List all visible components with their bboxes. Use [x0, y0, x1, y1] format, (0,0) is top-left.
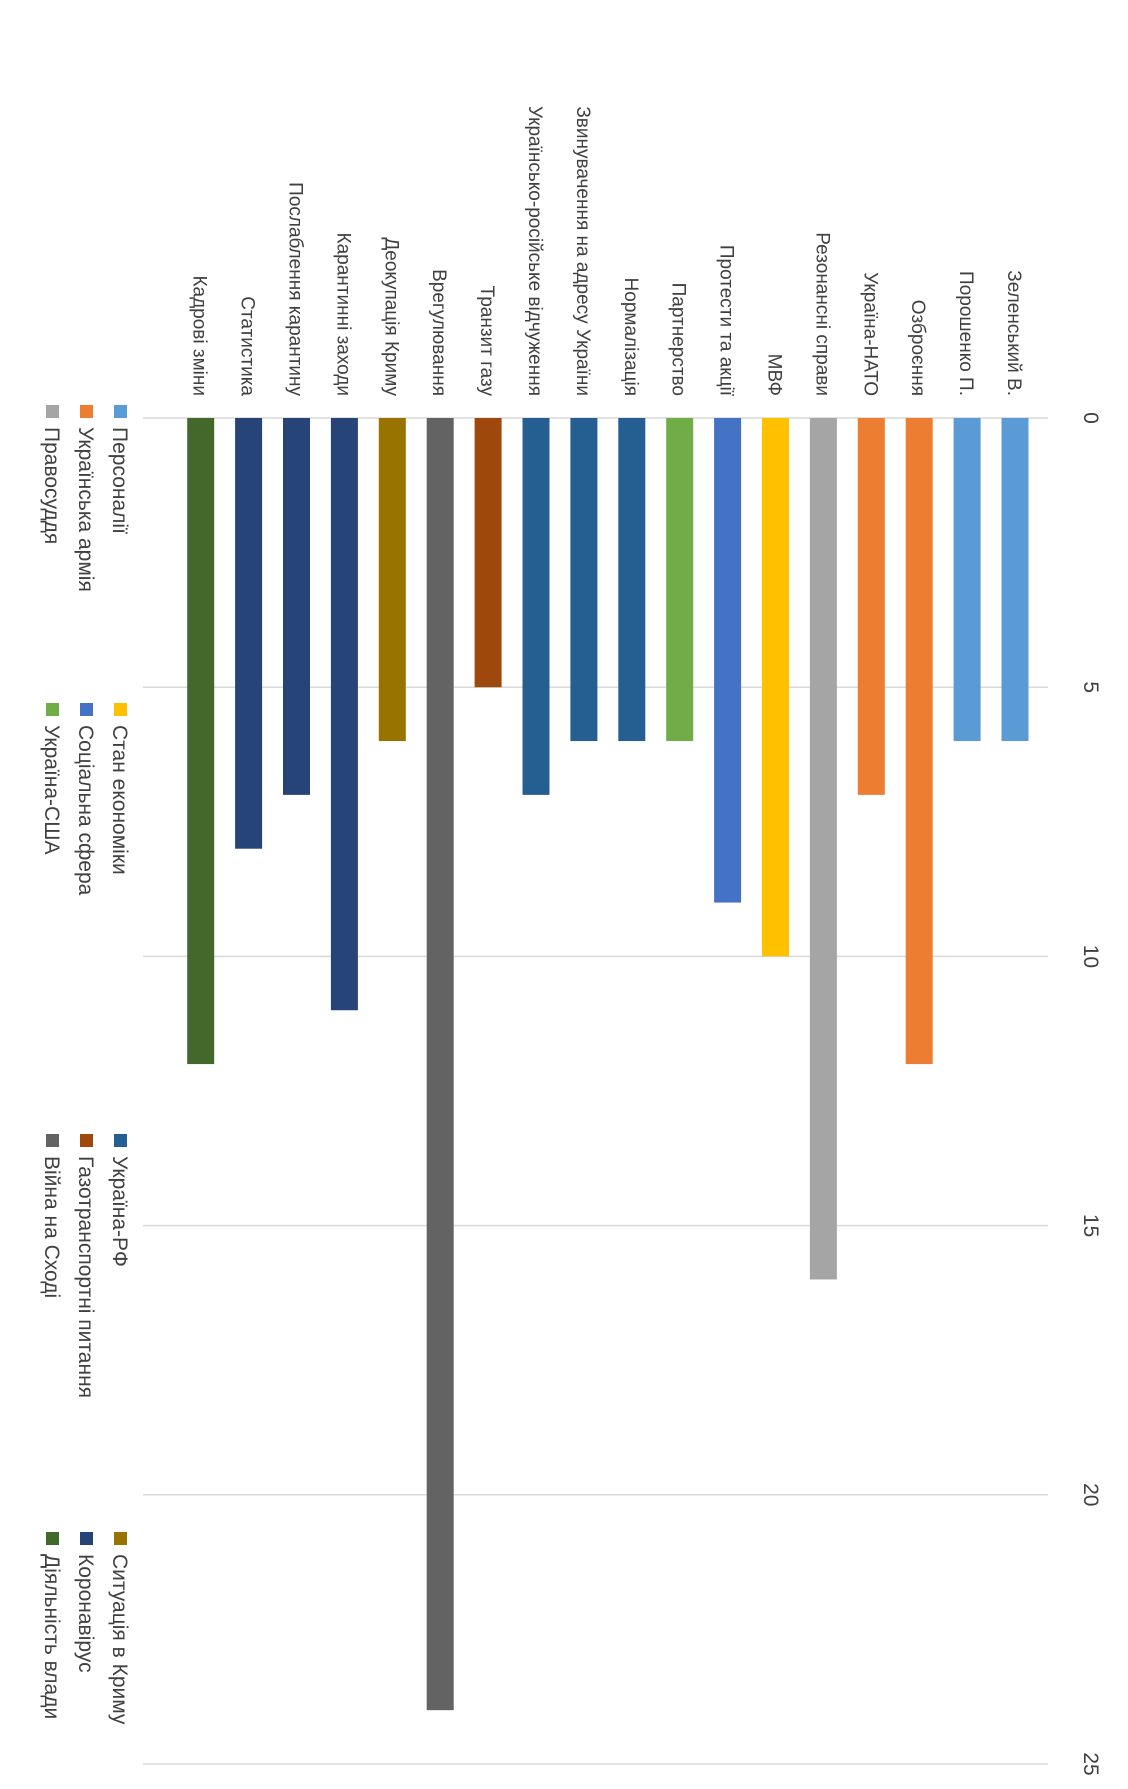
category-label: Транзит газу: [476, 286, 497, 397]
legend-label: Ситуація в Криму: [108, 1554, 131, 1725]
legend-label: Діяльність влади: [40, 1554, 63, 1719]
legend-label: Персоналії: [108, 427, 131, 534]
category-labels: Зеленський В. Порошенко П. Озброєння Україн…: [189, 106, 1024, 397]
bar: [953, 418, 981, 742]
legend: Персоналії Українська армія Правосуддя Стан…: [40, 405, 131, 1725]
legend-label: Соціальна сфера: [74, 725, 97, 896]
bars: [187, 418, 1029, 1711]
category-label: Деокупація Криму: [380, 237, 401, 396]
legend-swatch: [80, 405, 93, 418]
x-axis-ticks: 0 5 10 15 20 25: [1079, 412, 1102, 1776]
legend-swatch: [46, 405, 59, 418]
bar: [522, 418, 550, 795]
legend-swatch: [46, 1532, 59, 1545]
bar: [187, 418, 215, 1065]
legend-swatch: [80, 1134, 93, 1147]
legend-label: Стан економіки: [108, 725, 131, 875]
legend-label: Війна на Сході: [40, 1156, 63, 1298]
category-label: Звинувачення на адресу України: [572, 106, 593, 396]
category-label: Кадрові зміни: [189, 275, 210, 396]
bar: [1001, 418, 1029, 742]
legend-swatch: [80, 703, 93, 716]
tick-label: 20: [1079, 1483, 1102, 1506]
legend-swatch: [80, 1532, 93, 1545]
category-label: Резонансні справи: [811, 232, 832, 396]
legend-swatch: [114, 1532, 127, 1545]
category-label: Озброєння: [907, 300, 928, 396]
tick-label: 25: [1079, 1752, 1102, 1775]
tick-label: 5: [1079, 681, 1102, 693]
legend-swatch: [114, 405, 127, 418]
category-label: Врегулювання: [428, 269, 449, 396]
legend-label: Коронавірус: [74, 1554, 97, 1673]
bar: [857, 418, 885, 795]
bar: [714, 418, 742, 903]
bar: [378, 418, 406, 742]
legend-label: Україна-РФ: [108, 1156, 131, 1267]
legend-label: Газотранспортні питання: [74, 1156, 97, 1398]
bar: [905, 418, 933, 1065]
category-label: Нормалізація: [620, 278, 641, 396]
category-label: Карантинні заходи: [332, 233, 353, 396]
tick-label: 10: [1079, 945, 1102, 968]
legend-label: Правосуддя: [40, 427, 63, 544]
bar: [666, 418, 694, 742]
category-label: Зеленський В.: [1003, 270, 1024, 396]
tick-label: 0: [1079, 412, 1102, 424]
tick-label: 15: [1079, 1214, 1102, 1237]
legend-swatch: [114, 703, 127, 716]
bar: [283, 418, 310, 795]
legend-swatch: [114, 1134, 127, 1147]
bar: [809, 418, 837, 1280]
category-label: Порошенко П.: [955, 271, 976, 396]
category-label: МВФ: [764, 354, 785, 396]
bar: [426, 418, 454, 1711]
legend-label: Україна-США: [40, 725, 63, 854]
category-label: Протести та акції: [716, 245, 737, 397]
category-label: Статистика: [237, 296, 258, 396]
category-label: Українсько-російське відчуження: [524, 106, 545, 396]
bar: [618, 418, 646, 742]
bar: [570, 418, 598, 742]
legend-swatch: [46, 703, 59, 716]
bar: [762, 418, 789, 957]
bar: [235, 418, 263, 849]
category-label: Послаблення карантину: [285, 182, 306, 396]
legend-swatch: [46, 1134, 59, 1147]
category-label: Україна-НАТО: [859, 272, 880, 396]
category-label: Партнерство: [668, 283, 689, 396]
bar: [330, 418, 358, 1011]
legend-label: Українська армія: [74, 427, 97, 592]
bar: [474, 418, 502, 688]
